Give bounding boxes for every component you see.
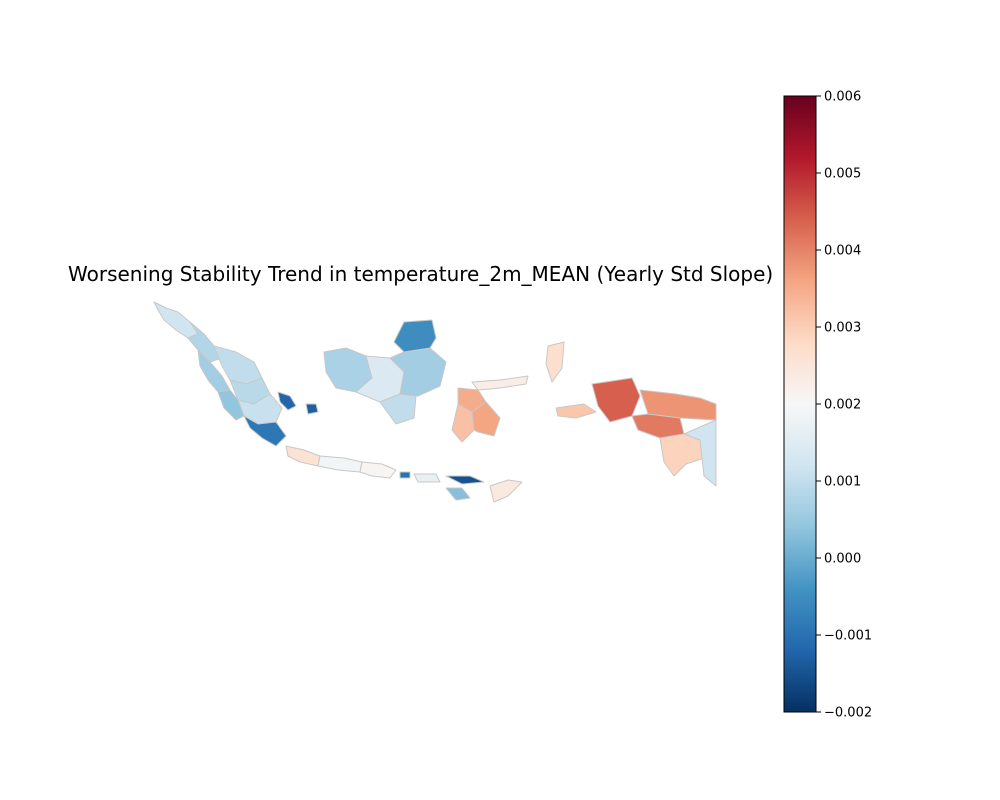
colorbar-tick-label: 0.001 [824, 475, 861, 490]
colorbar-tick-label: 0.006 [824, 90, 861, 105]
colorbar-gradient [783, 95, 817, 713]
colorbar-tick-label: −0.001 [824, 629, 872, 644]
indonesia-map: Aceh North Sumatra West Sumatra Riau Jam… [153, 301, 717, 503]
region-bangka[interactable]: Bangka [277, 391, 297, 411]
region-south-kalimantan[interactable]: South Kalimantan [379, 393, 417, 425]
region-sumba[interactable]: Sumba [445, 487, 471, 501]
region-maluku-north[interactable]: Maluku North [545, 341, 565, 383]
region-north-kalimantan[interactable]: North Kalimantan [393, 319, 437, 353]
region-aceh[interactable]: Aceh [153, 301, 199, 339]
region-bali[interactable]: Bali [399, 471, 411, 479]
region-java-east[interactable]: Java East [359, 461, 397, 479]
region-papua-central[interactable]: Papua Central [631, 413, 685, 439]
colorbar-tick-label: 0.003 [824, 321, 861, 336]
region-south-sulawesi[interactable]: South Sulawesi [451, 403, 475, 443]
region-maluku[interactable]: Maluku [555, 403, 597, 419]
region-west-nusa-tenggara[interactable]: West Nusa Tenggara [413, 473, 441, 483]
map-title: Worsening Stability Trend in temperature… [68, 262, 774, 286]
region-timor[interactable]: Timor [489, 479, 523, 503]
region-north-sulawesi[interactable]: North Sulawesi [471, 375, 529, 391]
region-java-central[interactable]: Java Central [317, 455, 363, 473]
region-east-kalimantan[interactable]: East Kalimantan [389, 347, 447, 397]
colorbar-tick-label: 0.005 [824, 167, 861, 182]
colorbar-tick-label: 0.004 [824, 244, 861, 259]
region-east-nusa-tenggara[interactable]: East Nusa Tenggara [445, 475, 485, 485]
region-papua-southeast[interactable]: Papua Southeast [683, 419, 717, 487]
region-papua-south[interactable]: Papua South [659, 433, 705, 477]
colorbar-tick-label: −0.002 [824, 706, 872, 721]
region-belitung[interactable]: Belitung [305, 403, 319, 415]
region-java-west[interactable]: Java West [285, 445, 321, 467]
colorbar: −0.002 −0.001 0.000 0.001 0.002 0.003 0.004 0.0… [783, 90, 872, 721]
region-southeast-sulawesi[interactable]: Southeast Sulawesi [471, 401, 501, 437]
colorbar-tick-label: 0.002 [824, 398, 861, 413]
region-lampung[interactable]: Lampung [243, 415, 287, 447]
colorbar-tick-label: 0.000 [824, 552, 861, 567]
